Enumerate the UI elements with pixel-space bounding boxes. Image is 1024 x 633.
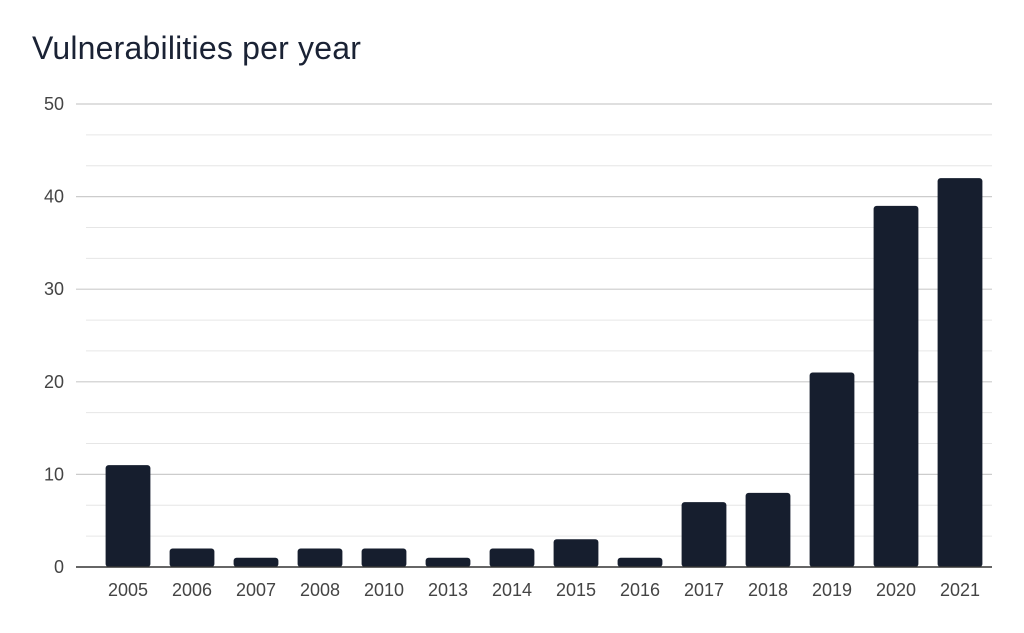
bar-2014 <box>489 548 535 567</box>
x-tick-label: 2010 <box>364 580 404 600</box>
x-tick-label: 2007 <box>236 580 276 600</box>
y-tick-label: 40 <box>44 187 64 207</box>
bar-2005 <box>105 465 151 567</box>
bar-2016 <box>617 557 663 567</box>
x-tick-label: 2013 <box>428 580 468 600</box>
x-axis-ticks: 2005 2006 2007 2008 2010 2013 2014 2015 2016 2017… <box>108 580 980 600</box>
x-tick-label: 2008 <box>300 580 340 600</box>
x-tick-label: 2017 <box>684 580 724 600</box>
x-tick-label: 2021 <box>940 580 980 600</box>
x-tick-label: 2006 <box>172 580 212 600</box>
y-tick-label: 30 <box>44 279 64 299</box>
x-tick-label: 2005 <box>108 580 148 600</box>
bar-2020 <box>873 205 919 568</box>
x-tick-label: 2020 <box>876 580 916 600</box>
y-tick-label: 0 <box>54 557 64 577</box>
bar-2008 <box>297 548 343 567</box>
x-tick-label: 2014 <box>492 580 532 600</box>
grid-lines <box>76 103 992 537</box>
y-tick-label: 20 <box>44 372 64 392</box>
bars <box>105 178 983 568</box>
bar-2015 <box>553 539 599 567</box>
bar-2017 <box>681 502 727 567</box>
bar-2006 <box>169 548 215 567</box>
bar-2018 <box>745 492 791 567</box>
bar-2013 <box>425 557 471 567</box>
chart-title: Vulnerabilities per year <box>32 30 362 66</box>
y-tick-label: 10 <box>44 464 64 484</box>
bar-2021 <box>937 178 983 567</box>
bar-2019 <box>809 372 855 567</box>
x-tick-label: 2016 <box>620 580 660 600</box>
bar-2010 <box>361 548 407 567</box>
bar-2007 <box>233 557 279 567</box>
y-axis-ticks: 0 10 20 30 40 50 <box>44 94 64 577</box>
x-tick-label: 2015 <box>556 580 596 600</box>
x-tick-label: 2018 <box>748 580 788 600</box>
y-tick-label: 50 <box>44 94 64 114</box>
x-tick-label: 2019 <box>812 580 852 600</box>
